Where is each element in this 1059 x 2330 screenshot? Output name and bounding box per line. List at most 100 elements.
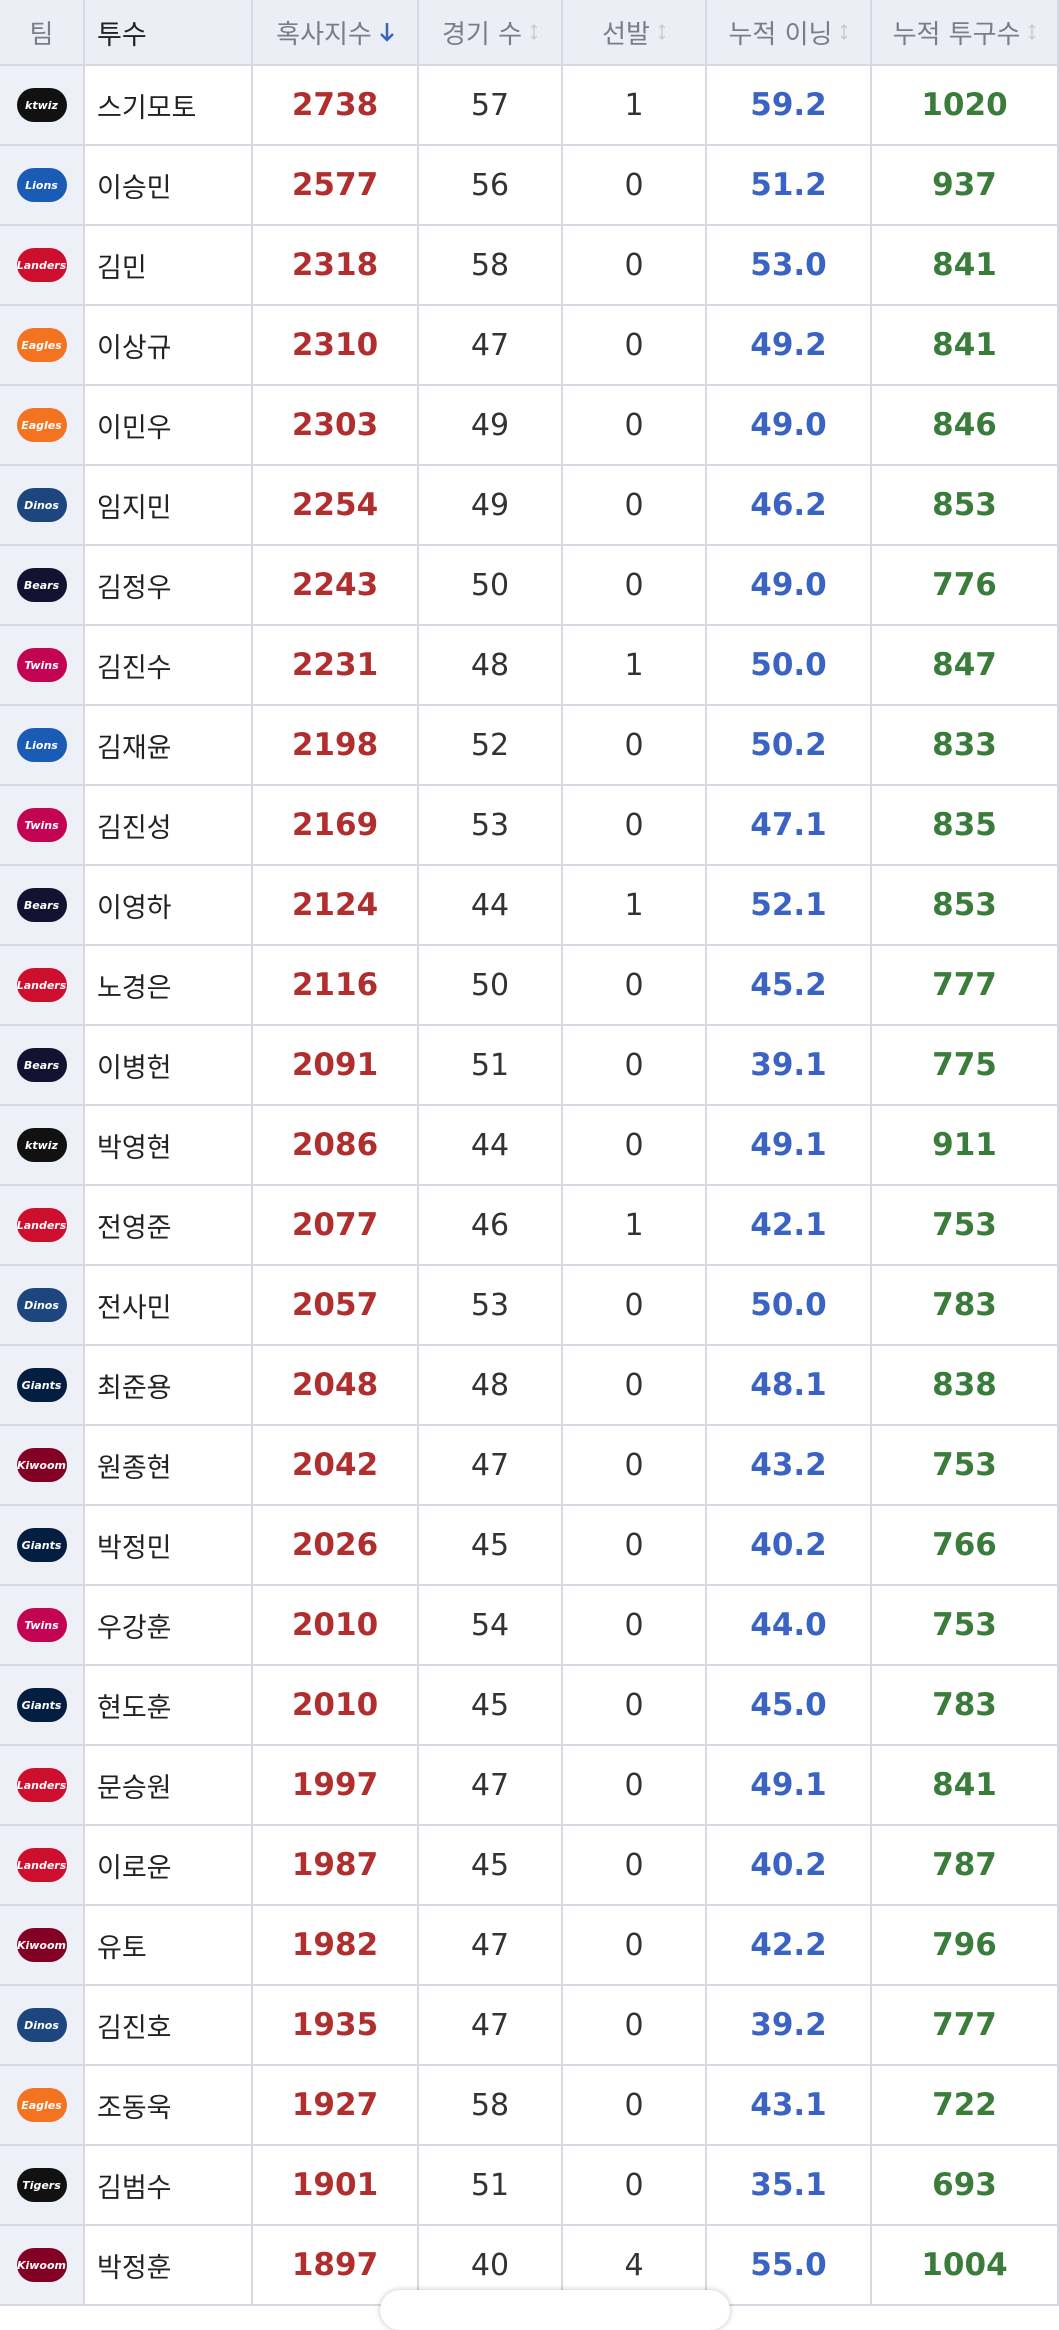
cell-text: 2318 [291, 247, 379, 283]
cell-text: 1 [624, 87, 644, 123]
cell-text: 2057 [291, 1287, 379, 1323]
name-cell: 조동욱 [85, 2066, 253, 2146]
cell-text: 0 [624, 967, 644, 1003]
overuse-cell: 2086 [253, 1106, 419, 1186]
cell-text: 4 [624, 2247, 644, 2283]
column-header: 투수 [85, 0, 253, 66]
header-text: 투수 [97, 19, 147, 51]
games-cell: 51 [419, 2146, 563, 2226]
cell-text: 2086 [291, 1127, 379, 1163]
innings-cell: 39.2 [707, 1986, 872, 2066]
cell-text: 841 [932, 327, 997, 363]
games-cell: 47 [419, 306, 563, 386]
team-cell: Landers [0, 946, 85, 1026]
innings-cell: 50.0 [707, 626, 872, 706]
games-cell: 53 [419, 1266, 563, 1346]
games-cell: 47 [419, 1746, 563, 1826]
name-cell: 이로운 [85, 1826, 253, 1906]
cell-text: 43.2 [750, 1447, 827, 1483]
cell-text: 50 [470, 567, 510, 603]
cell-text: 777 [932, 967, 997, 1003]
cell-text: 박영현 [97, 1132, 172, 1164]
games-cell: 47 [419, 1426, 563, 1506]
team-logo: Twins [16, 808, 67, 842]
cell-text: 58 [470, 247, 510, 283]
team-cell: Dinos [0, 1986, 85, 2066]
pitches-cell: 693 [872, 2146, 1059, 2226]
pitches-cell: 841 [872, 306, 1059, 386]
team-cell: Giants [0, 1506, 85, 1586]
cell-text: 2231 [291, 647, 379, 683]
overuse-cell: 2738 [253, 66, 419, 146]
cell-text: 43.1 [750, 2087, 827, 2123]
header-text: 선발 [602, 19, 650, 50]
team-logo: Kiwoom [16, 1448, 67, 1482]
cell-text: 937 [932, 167, 997, 203]
games-cell: 50 [419, 546, 563, 626]
cell-text: 임지민 [97, 492, 172, 524]
cell-text: 0 [624, 2007, 644, 2043]
innings-cell: 40.2 [707, 1826, 872, 1906]
cell-text: 53 [470, 1287, 510, 1323]
cell-text: 49 [470, 407, 510, 443]
cell-text: 49.0 [750, 567, 827, 603]
cell-text: 53.0 [750, 247, 827, 283]
cell-text: 39.1 [750, 1047, 827, 1083]
starts-cell: 1 [563, 1186, 707, 1266]
games-cell: 56 [419, 146, 563, 226]
cell-text: 전영준 [97, 1212, 172, 1244]
starts-cell: 1 [563, 66, 707, 146]
team-logo: Landers [16, 1208, 67, 1242]
cell-text: 1935 [291, 2007, 379, 2043]
header-text: 경기 수 [441, 19, 523, 50]
cell-text: 53 [470, 807, 510, 843]
cell-text: 1982 [291, 1927, 379, 1963]
name-cell: 유토 [85, 1906, 253, 1986]
cell-text: 2010 [291, 1687, 379, 1723]
innings-cell: 40.2 [707, 1506, 872, 1586]
cell-text: 58 [470, 2087, 510, 2123]
starts-cell: 0 [563, 1266, 707, 1346]
cell-text: 50.2 [750, 727, 827, 763]
cell-text: 40 [470, 2247, 510, 2283]
overuse-cell: 1982 [253, 1906, 419, 1986]
cell-text: 54 [470, 1607, 510, 1643]
name-cell: 김재윤 [85, 706, 253, 786]
column-header[interactable]: 경기 수 [419, 0, 563, 66]
cell-text: 0 [624, 487, 644, 523]
starts-cell: 0 [563, 386, 707, 466]
team-logo: Eagles [16, 328, 67, 362]
overuse-cell: 2042 [253, 1426, 419, 1506]
team-cell: Twins [0, 626, 85, 706]
games-cell: 52 [419, 706, 563, 786]
team-cell: Twins [0, 1586, 85, 1666]
cell-text: 1901 [291, 2167, 379, 2203]
cell-text: 50.0 [750, 1287, 827, 1323]
games-cell: 45 [419, 1506, 563, 1586]
innings-cell: 42.2 [707, 1906, 872, 1986]
overuse-cell: 2091 [253, 1026, 419, 1106]
starts-cell: 0 [563, 1906, 707, 1986]
cell-text: 김진수 [97, 652, 172, 684]
team-logo: Bears [16, 568, 67, 602]
games-cell: 51 [419, 1026, 563, 1106]
column-header[interactable]: 누적 이닝 [707, 0, 872, 66]
team-cell: Bears [0, 1026, 85, 1106]
cell-text: 김범수 [97, 2172, 172, 2204]
innings-cell: 43.2 [707, 1426, 872, 1506]
innings-cell: 44.0 [707, 1586, 872, 1666]
column-header[interactable]: 혹사지수 [253, 0, 419, 66]
pitches-cell: 911 [872, 1106, 1059, 1186]
team-logo: Kiwoom [16, 1928, 67, 1962]
cell-text: 777 [932, 2007, 997, 2043]
name-cell: 전사민 [85, 1266, 253, 1346]
cell-text: 59.2 [750, 87, 827, 123]
column-header[interactable]: 누적 투구수 [872, 0, 1059, 66]
name-cell: 문승원 [85, 1746, 253, 1826]
name-cell: 노경은 [85, 946, 253, 1026]
cell-text: 776 [932, 567, 997, 603]
overuse-cell: 2048 [253, 1346, 419, 1426]
cell-text: 835 [932, 807, 997, 843]
column-header[interactable]: 선발 [563, 0, 707, 66]
